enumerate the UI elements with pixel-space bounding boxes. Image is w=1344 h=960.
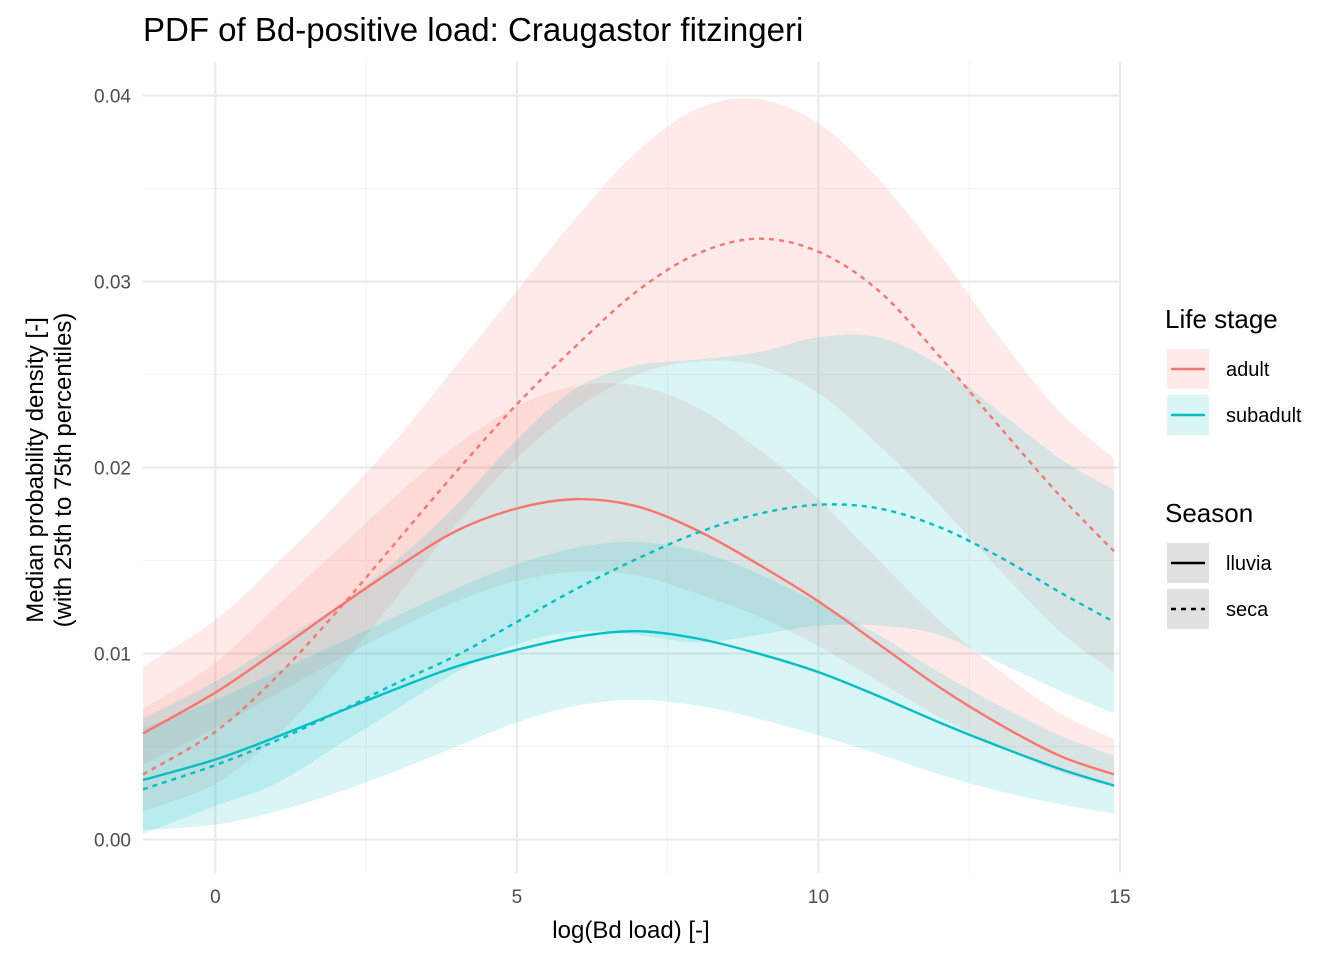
legend-title-life-stage: Life stage xyxy=(1165,304,1278,334)
x-tick-label: 5 xyxy=(512,887,523,908)
grid xyxy=(143,62,1122,873)
median-lines xyxy=(142,237,1115,791)
legend-label-adult: adult xyxy=(1226,359,1270,381)
band-subadult-lluvia xyxy=(143,541,1114,831)
line-subadult-lluvia xyxy=(142,629,1115,787)
legend-title-season: Season xyxy=(1165,498,1253,528)
legend-label-lluvia: lluvia xyxy=(1226,553,1272,575)
x-tick-label: 10 xyxy=(808,887,829,908)
band-adult-lluvia xyxy=(143,382,1114,788)
y-tick-label: 0.02 xyxy=(94,459,131,480)
y-tick-label: 0.04 xyxy=(94,86,131,107)
band-adult-seca xyxy=(143,98,1114,812)
x-tick-label: 15 xyxy=(1109,887,1130,908)
line-adult-lluvia xyxy=(142,497,1115,776)
percentile-bands xyxy=(143,98,1114,834)
y-axis-title-line-1: Median probability density [-] xyxy=(22,317,49,622)
y-tick-label: 0.01 xyxy=(94,645,131,666)
band-subadult-seca xyxy=(143,334,1114,834)
legend: Life stage adult subadult Season lluvia seca xyxy=(1165,304,1302,629)
line-adult-seca xyxy=(142,237,1115,776)
chart-title: PDF of Bd-positive load: Craugastor fitz… xyxy=(143,11,803,48)
y-tick-label: 0.00 xyxy=(94,831,131,852)
x-axis-title: log(Bd load) [-] xyxy=(552,917,709,944)
y-axis-ticks: 0.00 0.01 0.02 0.03 0.04 xyxy=(94,86,131,851)
line-subadult-seca xyxy=(142,503,1115,791)
y-axis-title-line-2: (with 25th to 75th percentiles) xyxy=(50,313,77,628)
y-tick-label: 0.03 xyxy=(94,272,131,293)
legend-label-subadult: subadult xyxy=(1226,405,1302,427)
legend-label-seca: seca xyxy=(1226,599,1269,621)
y-axis-title: Median probability density [-] (with 25t… xyxy=(22,313,77,628)
x-tick-label: 0 xyxy=(210,887,221,908)
x-axis-ticks: 0 5 10 15 xyxy=(210,887,1130,908)
